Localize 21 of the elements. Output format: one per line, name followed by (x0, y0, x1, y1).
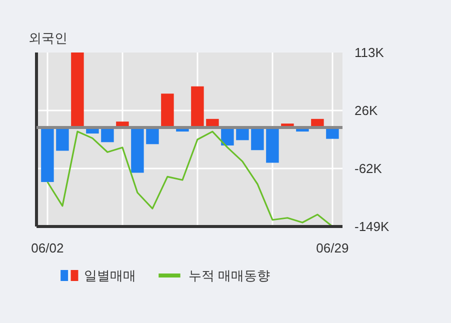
legend-label: 일별매매 (84, 268, 136, 283)
y-tick-label: 26K (354, 102, 378, 118)
bar (191, 86, 204, 128)
line-series (46, 130, 334, 226)
chart-title: 외국인 (28, 30, 68, 46)
bar (251, 128, 264, 150)
x-tick-label: 06/29 (316, 240, 349, 256)
bar (131, 128, 144, 173)
bar (101, 128, 114, 142)
bar (146, 128, 159, 144)
bar (326, 128, 339, 139)
y-tick-label: 113K (354, 45, 384, 60)
legend-label: 누적 매매동향 (188, 268, 270, 283)
bar (266, 128, 279, 163)
bar (41, 128, 54, 182)
bar (161, 94, 174, 128)
y-tick-label: -149K (354, 219, 390, 234)
y-tick-label: -62K (354, 161, 382, 176)
bar (56, 128, 69, 151)
bar (71, 52, 84, 128)
x-tick-label: 06/02 (31, 240, 64, 256)
